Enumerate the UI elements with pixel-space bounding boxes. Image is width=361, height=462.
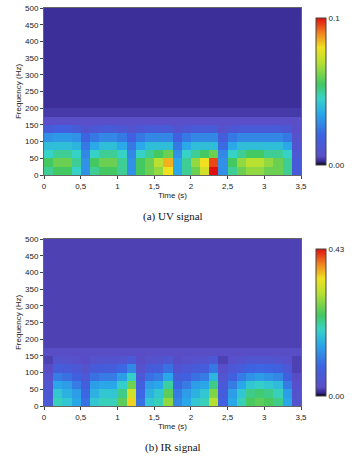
svg-text:500: 500: [25, 4, 39, 13]
svg-text:1: 1: [115, 182, 120, 191]
svg-text:400: 400: [25, 268, 39, 277]
svg-text:3: 3: [262, 182, 267, 191]
svg-text:200: 200: [25, 104, 39, 113]
svg-text:350: 350: [25, 54, 39, 63]
svg-text:250: 250: [25, 318, 39, 327]
svg-text:450: 450: [25, 21, 39, 30]
svg-text:1: 1: [115, 413, 120, 422]
svg-text:0.1: 0.1: [329, 14, 341, 23]
svg-text:3,5: 3,5: [295, 413, 307, 422]
svg-text:100: 100: [25, 137, 39, 146]
svg-text:(a) UV signal: (a) UV signal: [143, 210, 203, 223]
svg-text:300: 300: [25, 302, 39, 311]
svg-text:0: 0: [34, 402, 39, 411]
svg-text:50: 50: [29, 154, 38, 163]
svg-text:2: 2: [189, 413, 194, 422]
svg-text:100: 100: [25, 368, 39, 377]
svg-text:Frequency (Hz): Frequency (Hz): [14, 295, 23, 350]
svg-text:Time (s): Time (s): [158, 191, 187, 200]
svg-text:2,5: 2,5: [222, 413, 234, 422]
svg-text:150: 150: [25, 352, 39, 361]
svg-text:200: 200: [25, 335, 39, 344]
svg-text:0: 0: [42, 182, 47, 191]
svg-text:0: 0: [42, 413, 47, 422]
svg-text:0: 0: [34, 171, 39, 180]
svg-text:0.00: 0.00: [329, 161, 345, 170]
svg-text:500: 500: [25, 235, 39, 244]
svg-text:Time (s): Time (s): [158, 422, 187, 431]
svg-text:0.00: 0.00: [329, 392, 345, 401]
svg-text:250: 250: [25, 87, 39, 96]
svg-text:0.43: 0.43: [329, 245, 345, 254]
svg-text:450: 450: [25, 252, 39, 261]
svg-text:(b) IR signal: (b) IR signal: [145, 441, 201, 454]
svg-text:150: 150: [25, 121, 39, 130]
svg-text:3,5: 3,5: [295, 182, 307, 191]
svg-text:2,5: 2,5: [222, 182, 234, 191]
svg-text:50: 50: [29, 385, 38, 394]
svg-text:350: 350: [25, 285, 39, 294]
svg-text:300: 300: [25, 71, 39, 80]
svg-text:Frequency (Hz): Frequency (Hz): [14, 64, 23, 119]
svg-text:1,5: 1,5: [149, 413, 161, 422]
svg-text:3: 3: [262, 413, 267, 422]
svg-text:2: 2: [189, 182, 194, 191]
svg-text:400: 400: [25, 37, 39, 46]
svg-text:0,5: 0,5: [75, 413, 87, 422]
svg-text:0,5: 0,5: [75, 182, 87, 191]
svg-text:1,5: 1,5: [149, 182, 161, 191]
